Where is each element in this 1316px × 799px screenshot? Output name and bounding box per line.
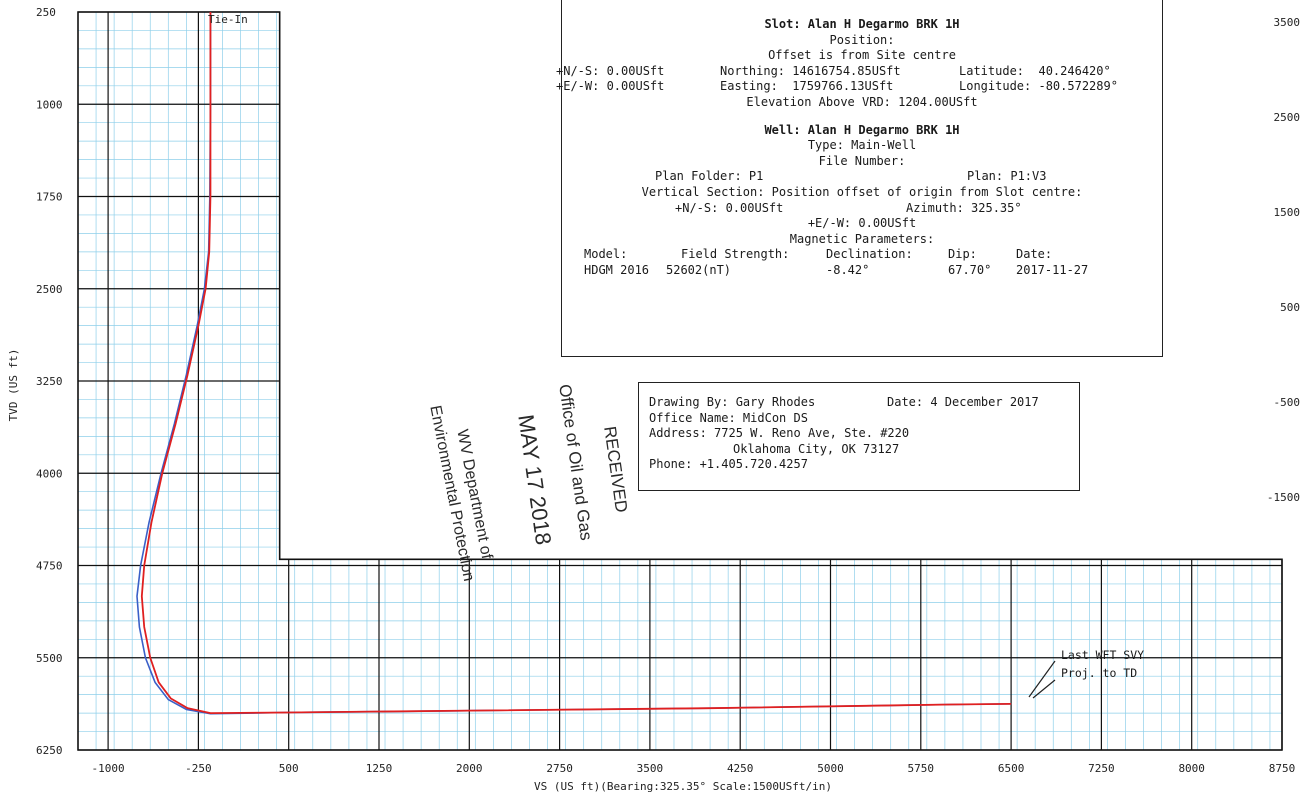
mag-header-row: Model: Field Strength: Declination: Dip:… xyxy=(562,247,1162,263)
x-tick-label: 8750 xyxy=(1269,762,1296,775)
mag-header-model: Model: xyxy=(584,247,628,262)
x-tick-label: 2750 xyxy=(546,762,573,775)
drawing-info-box: Drawing By: Gary Rhodes Date: 4 December… xyxy=(638,382,1080,491)
y-tick-label: 3250 xyxy=(36,375,63,388)
drawing-by: Drawing By: Gary Rhodes xyxy=(649,395,816,409)
file-number: File Number: xyxy=(818,153,906,168)
x-tick-label: -250 xyxy=(185,762,212,775)
mag-header-date: Date: xyxy=(1016,247,1053,262)
x-tick-label: 7250 xyxy=(1088,762,1115,775)
last-survey-label: Last WFT SVY xyxy=(1061,648,1145,662)
mag-header-field: Field Strength: xyxy=(681,247,790,262)
major-grid xyxy=(78,11,1283,751)
mag-date: 2017-11-27 xyxy=(1016,262,1089,277)
minor-grid xyxy=(77,11,1282,751)
td-callout-lines xyxy=(1028,660,1056,699)
plan-folder: Plan Folder: P1 xyxy=(655,169,764,184)
mag-dip: 67.70° xyxy=(948,262,992,277)
tick-labels: -1000 -250 500 1250 2000 2750 3500 4250 5000 5750… xyxy=(36,6,1300,775)
northing-value: Northing: 14616754.85USft xyxy=(720,63,901,78)
well-path-line-2 xyxy=(140,12,1012,714)
x-tick-label: 3500 xyxy=(637,762,664,775)
right-tick-label: 1500 xyxy=(1274,206,1301,219)
x-tick-label: 6500 xyxy=(998,762,1025,775)
y-tick-label: 5500 xyxy=(36,652,63,665)
y-tick-label: 2500 xyxy=(36,283,63,296)
x-tick-label: 5750 xyxy=(908,762,935,775)
plan-name: Plan: P1:V3 xyxy=(967,169,1047,184)
ns-row: +N/-S: 0.00USft Northing: 14616754.85USf… xyxy=(556,63,1162,80)
y-tick-label: 6250 xyxy=(36,744,63,757)
right-tick-label: 3500 xyxy=(1274,16,1301,29)
mag-header-dip: Dip: xyxy=(948,247,977,262)
magnetic-title: Magnetic Parameters: xyxy=(789,231,935,246)
right-tick-label: 2500 xyxy=(1274,111,1301,124)
elevation-line: Elevation Above VRD: 1204.00USft xyxy=(746,94,978,109)
well-title: Well: Alan H Degarmo BRK 1H xyxy=(764,122,960,137)
right-tick-label: -1500 xyxy=(1267,491,1300,504)
address-line-2: Oklahoma City, OK 73127 xyxy=(733,441,900,456)
longitude-value: Longitude: -80.572289° xyxy=(959,79,1118,94)
drawing-by-row: Drawing By: Gary Rhodes Date: 4 December… xyxy=(649,395,1069,411)
slot-well-info-box: Slot: Alan H Degarmo BRK 1H Position: Of… xyxy=(556,0,1163,357)
x-tick-label: 2000 xyxy=(456,762,483,775)
well-path-series xyxy=(136,12,1012,715)
mag-decl: -8.42° xyxy=(826,262,870,277)
drawing-date: Date: 4 December 2017 xyxy=(887,395,1039,409)
mag-value-row: HDGM 2016 52602(nT) -8.42° 67.70° 2017-1… xyxy=(562,263,1162,279)
x-tick-label: 500 xyxy=(279,762,299,775)
proj-to-td-label: Proj. to TD xyxy=(1061,666,1138,680)
azimuth-value: Azimuth: 325.35° xyxy=(906,200,1022,215)
plot-outline xyxy=(77,11,1283,751)
tie-in-label: Tie-In xyxy=(208,13,248,26)
address-line-1: Address: 7725 W. Reno Ave, Ste. #220 xyxy=(649,426,910,441)
x-axis-title: VS (US ft)(Bearing:325.35° Scale:1500USf… xyxy=(534,780,832,793)
position-label: Position: xyxy=(829,32,895,47)
well-type: Type: Main-Well xyxy=(807,138,917,153)
ew-row: +E/-W: 0.00USft Easting: 1759766.13USft … xyxy=(556,79,1162,95)
easting-value: Easting: 1759766.13USft xyxy=(720,79,894,94)
office-name: Office Name: MidCon DS xyxy=(649,410,808,425)
latitude-value: Latitude: 40.246420° xyxy=(959,63,1111,78)
y-tick-label: 4000 xyxy=(36,467,63,480)
mag-header-decl: Declination: xyxy=(826,247,913,262)
vs-ns-row: +N/-S: 0.00USft Azimuth: 325.35° xyxy=(562,201,1162,217)
x-tick-label: 8000 xyxy=(1178,762,1205,775)
y-tick-label: 4750 xyxy=(36,560,63,573)
mag-field: 52602(nT) xyxy=(666,262,732,277)
y-tick-label: 1000 xyxy=(36,98,63,111)
offset-note: Offset is from Site centre xyxy=(768,48,956,63)
phone: Phone: +1.405.720.4257 xyxy=(649,457,808,472)
slot-title: Slot: Alan H Degarmo BRK 1H xyxy=(764,17,960,31)
y-axis-title: TVD (US ft) xyxy=(7,349,20,422)
x-tick-label: 4250 xyxy=(727,762,754,775)
x-tick-label: 5000 xyxy=(817,762,844,775)
x-tick-label: 1250 xyxy=(366,762,393,775)
vs-line: Vertical Section: Position offset of ori… xyxy=(641,184,1083,199)
y-tick-label: 250 xyxy=(36,6,56,19)
ns-value: +N/-S: 0.00USft xyxy=(556,63,665,78)
right-tick-label: -500 xyxy=(1274,396,1301,409)
y-tick-label: 1750 xyxy=(36,191,63,204)
right-tick-label: 500 xyxy=(1280,301,1300,314)
vs-ns-value: +N/-S: 0.00USft xyxy=(675,200,784,215)
vs-ew-value: +E/-W: 0.00USft xyxy=(807,216,917,231)
x-tick-label: -1000 xyxy=(92,762,125,775)
plot-border xyxy=(77,11,1283,751)
plan-row: Plan Folder: P1 Plan: P1:V3 xyxy=(562,169,1162,185)
ew-value: +E/-W: 0.00USft xyxy=(556,79,665,94)
mag-model: HDGM 2016 xyxy=(584,262,650,277)
